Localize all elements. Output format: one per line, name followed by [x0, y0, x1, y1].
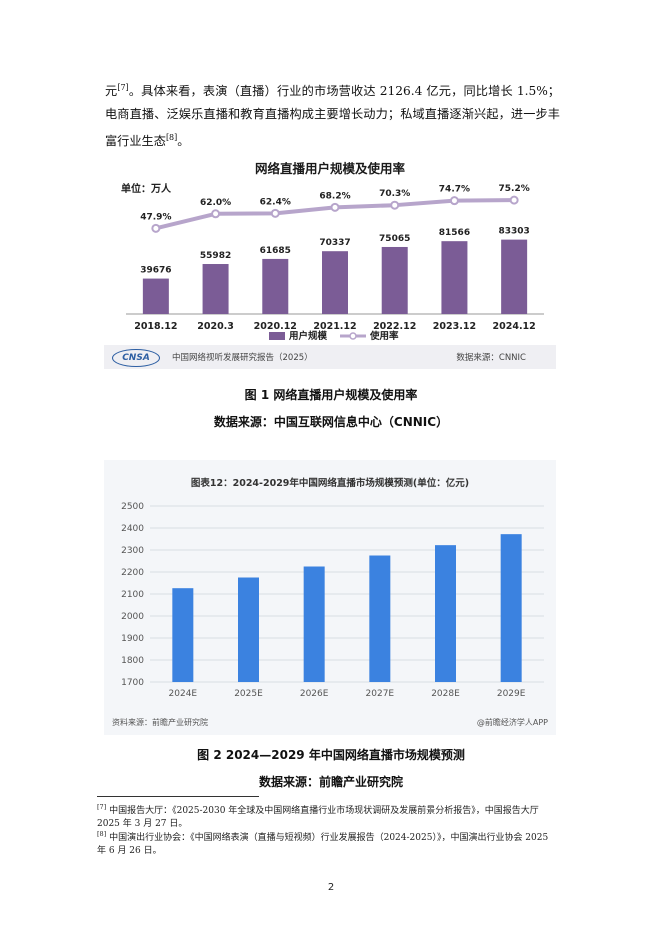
line-value-label: 62.4%: [260, 197, 291, 207]
y-tick-label: 2400: [121, 524, 144, 534]
paragraph-lead: 元: [105, 84, 118, 99]
line-point: [449, 196, 459, 206]
y-tick-label: 1800: [121, 656, 144, 666]
legend-line-label: 使用率: [369, 330, 399, 342]
x-tick-label: 2020.3: [197, 321, 234, 332]
figure-1-header: 网络直播用户规模及使用率: [254, 161, 405, 176]
bar-value-label: 75065: [379, 234, 410, 244]
cnsa-logo: CNSA: [112, 349, 160, 367]
footnote-ref: [7]: [97, 803, 107, 811]
bar: [238, 577, 259, 682]
bar-value-label: 81566: [439, 228, 470, 238]
figure-2-source-left: 资料来源：前瞻产业研究院: [112, 718, 208, 727]
line-point: [211, 209, 221, 219]
bar: [501, 239, 528, 314]
figure-2-title: 图表12：2024-2029年中国网络直播市场规模预测(单位：亿元): [190, 478, 470, 489]
x-tick-label: 2020.12: [254, 321, 297, 332]
x-tick-label: 2021.12: [313, 321, 356, 332]
line-value-label: 74.7%: [439, 185, 470, 195]
line-point: [151, 223, 161, 233]
citation-ref-7[interactable]: [7]: [117, 83, 129, 92]
line-value-label: 62.0%: [200, 198, 231, 208]
y-tick-label: 2500: [121, 502, 144, 512]
bar-value-label: 83303: [498, 227, 529, 237]
figure-2-caption: 图 2 2024—2029 年中国网络直播市场规模预测: [197, 748, 465, 762]
bar-value-label: 39676: [140, 266, 171, 276]
legend-line-marker: [349, 332, 357, 340]
legend-bar-swatch: [269, 332, 285, 340]
legend-bar-label: 用户规模: [288, 330, 328, 342]
bar: [202, 264, 229, 314]
footnote-ref: [8]: [97, 830, 107, 838]
x-tick-label: 2018.12: [134, 321, 177, 332]
footnote-text: 中国报告大厅：《2025-2030 年全球及中国网络直播行业市场现状调研及发展前…: [97, 806, 539, 829]
bar: [441, 241, 468, 314]
figure-1-publisher: 中国网络视听发展研究报告（2025）: [172, 353, 313, 363]
line-point: [270, 208, 280, 218]
y-tick-label: 2300: [121, 546, 144, 556]
bar-value-label: 70337: [319, 238, 350, 248]
line-point: [509, 195, 519, 205]
bar: [500, 534, 522, 682]
bar: [172, 588, 194, 682]
bar: [435, 545, 456, 682]
footnote-8: [8] 中国演出行业协会：《中国网络表演（直播与短视频）行业发展报告（2024-…: [97, 828, 559, 858]
y-tick-label: 1900: [121, 634, 144, 644]
figure-1-datasource: 数据来源：CNNIC: [456, 353, 526, 363]
x-tick-label: 2029E: [497, 689, 526, 699]
bar-value-label: 61685: [260, 246, 291, 256]
bar: [142, 278, 169, 314]
x-tick-label: 2025E: [234, 689, 263, 699]
citation-ref-8[interactable]: [8]: [165, 133, 178, 143]
bar: [322, 251, 348, 314]
figure-1-source-caption: 数据来源：中国互联网信息中心（CNNIC）: [213, 415, 449, 429]
y-tick-label: 2100: [121, 590, 144, 600]
line-value-label: 47.9%: [140, 212, 171, 222]
figure-1: 网络直播用户规模及使用率 单位：万人 39676 2018.12 55982 2020…: [104, 152, 556, 370]
figure-2-source-right: @前瞻经济学人APP: [476, 718, 548, 727]
bar: [369, 555, 391, 682]
bar: [262, 258, 289, 314]
line-value-label: 70.3%: [379, 189, 410, 199]
y-tick-label: 2000: [121, 612, 144, 622]
figure-1-caption: 图 1 网络直播用户规模及使用率: [244, 388, 418, 402]
bar: [381, 246, 408, 314]
x-tick-label: 2024.12: [493, 321, 536, 332]
figure-2-source-caption: 数据来源：前瞻产业研究院: [258, 775, 403, 789]
x-tick-label: 2024E: [169, 689, 198, 699]
x-tick-label: 2027E: [366, 689, 395, 699]
y-tick-label: 1700: [121, 678, 144, 688]
line-value-label: 75.2%: [499, 184, 530, 194]
x-tick-label: 2028E: [431, 689, 460, 699]
paragraph-end: 。: [177, 134, 190, 149]
figure-1-unit-label: 单位：万人: [121, 184, 171, 195]
bar-value-label: 55982: [200, 251, 231, 261]
footnote-7: [7] 中国报告大厅：《2025-2030 年全球及中国网络直播行业市场现状调研…: [97, 801, 559, 831]
figure-1-footer: CNSA 中国网络视听发展研究报告（2025） 数据来源：CNNIC: [104, 345, 556, 369]
figure-2-chart: 1700 1800 1900 2000 2100 2200 2300 2400 2500 2024…: [121, 502, 544, 699]
x-tick-label: 2022.12: [373, 321, 416, 332]
x-tick-label: 2023.12: [433, 321, 476, 332]
paragraph-body: 。具体来看，表演（直播）行业的市场营收达 2126.4 亿元，同比增长 1.5%…: [105, 84, 560, 149]
bar: [303, 566, 325, 682]
line-point: [390, 200, 400, 210]
x-tick-label: 2026E: [300, 689, 329, 699]
body-paragraph: 元[7]。具体来看，表演（直播）行业的市场营收达 2126.4 亿元，同比增长 …: [105, 76, 560, 153]
figure-1-chart: 39676 2018.12 55982 2020.3 61685 2020.12 70337…: [126, 184, 544, 342]
page-number: 2: [327, 882, 335, 893]
footnote-divider: [97, 796, 259, 797]
footnote-text: 中国演出行业协会：《中国网络表演（直播与短视频）行业发展报告（2024-2025…: [97, 833, 549, 856]
line-value-label: 68.2%: [319, 191, 350, 201]
line-point: [330, 202, 340, 212]
figure-2: 图表12：2024-2029年中国网络直播市场规模预测(单位：亿元) 1700 1…: [104, 460, 556, 735]
y-tick-label: 2200: [121, 568, 144, 578]
